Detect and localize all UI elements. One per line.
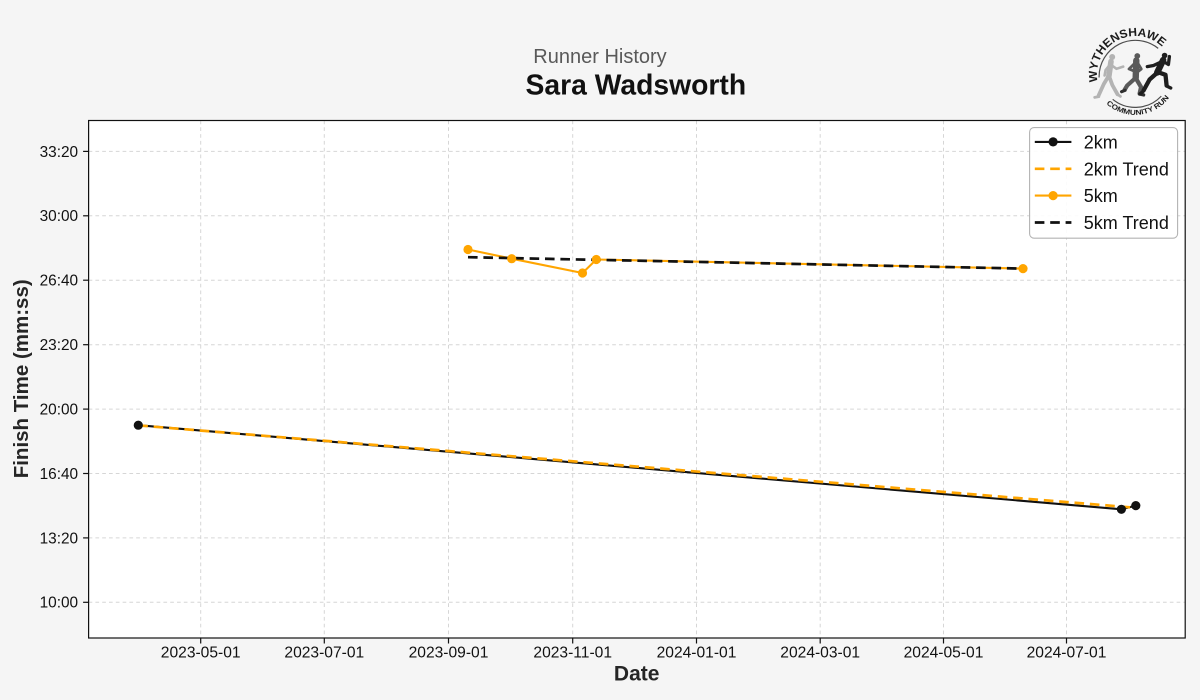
svg-text:26:40: 26:40 (40, 273, 79, 290)
svg-text:23:20: 23:20 (40, 337, 79, 354)
svg-text:2023-11-01: 2023-11-01 (533, 645, 612, 662)
svg-text:2km: 2km (1084, 133, 1118, 153)
svg-text:5km: 5km (1084, 186, 1118, 206)
svg-text:2024-01-01: 2024-01-01 (657, 645, 737, 662)
svg-text:16:40: 16:40 (40, 466, 79, 483)
svg-text:2024-07-01: 2024-07-01 (1027, 645, 1107, 662)
svg-text:13:20: 13:20 (40, 530, 79, 547)
svg-text:10:00: 10:00 (40, 595, 79, 612)
svg-text:Date: Date (614, 663, 660, 686)
svg-text:2023-07-01: 2023-07-01 (284, 645, 364, 662)
svg-text:2km Trend: 2km Trend (1084, 159, 1169, 179)
svg-text:Runner History: Runner History (533, 46, 666, 68)
svg-text:5km Trend: 5km Trend (1084, 213, 1169, 233)
svg-text:Sara Wadsworth: Sara Wadsworth (525, 69, 746, 101)
svg-text:20:00: 20:00 (40, 402, 79, 419)
svg-text:2023-05-01: 2023-05-01 (161, 645, 241, 662)
svg-text:2024-03-01: 2024-03-01 (780, 645, 860, 662)
svg-text:33:20: 33:20 (40, 144, 79, 161)
svg-text:Finish Time (mm:ss): Finish Time (mm:ss) (10, 279, 33, 478)
svg-text:30:00: 30:00 (40, 208, 79, 225)
svg-text:2024-05-01: 2024-05-01 (904, 645, 984, 662)
svg-text:2023-09-01: 2023-09-01 (409, 645, 489, 662)
